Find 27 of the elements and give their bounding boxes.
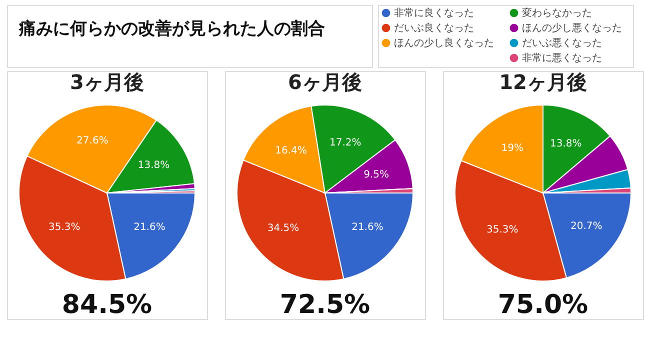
data-label: 13.8%: [550, 138, 582, 150]
legend-label: 非常に悪くなった: [522, 52, 602, 64]
text: 72.5%: [280, 290, 370, 320]
legend-label: 非常に良くなった: [394, 7, 474, 19]
text: 75.0%: [498, 290, 588, 320]
text: 痛みに何らかの改善が見られた人の割合: [18, 18, 325, 39]
legend-label: だいぶ良くなった: [394, 22, 474, 34]
data-label: 34.5%: [267, 223, 300, 234]
text: 84.5%: [62, 290, 152, 320]
data-label: 9.5%: [364, 169, 389, 180]
data-label: 21.6%: [134, 222, 166, 234]
data-label: 35.3%: [48, 222, 80, 234]
data-label: 35.3%: [486, 224, 518, 236]
data-label: 27.6%: [76, 135, 108, 146]
data-label: 20.7%: [570, 221, 602, 232]
data-label: 17.2%: [330, 137, 362, 148]
data-label: 21.6%: [352, 222, 384, 234]
text: 3ヶ月後: [70, 70, 144, 94]
legend-label: ほんの少し悪くなった: [522, 22, 622, 34]
data-label: 16.4%: [275, 145, 307, 156]
chart-subtitle: 6ヶ月後: [288, 70, 362, 94]
chart-subtitle: 12ヶ月後: [499, 70, 587, 94]
legend-label: ほんの少し良くなった: [394, 37, 494, 49]
data-label: 19%: [501, 142, 524, 154]
data-label: 13.8%: [138, 160, 170, 171]
legend-label: だいぶ悪くなった: [522, 38, 602, 49]
legend-label: 変わらなかった: [522, 7, 592, 19]
